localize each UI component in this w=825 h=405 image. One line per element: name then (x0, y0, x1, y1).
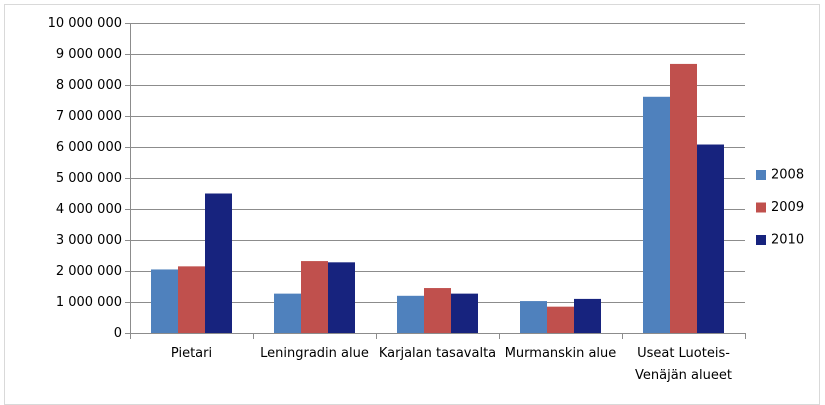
bar (274, 293, 301, 333)
x-tick-label: Murmanskin alue (504, 346, 617, 361)
y-tick-label: 5 000 000 (56, 171, 122, 186)
legend-swatch (756, 202, 766, 213)
legend-label: 2009 (771, 200, 804, 215)
y-tick-label: 7 000 000 (56, 109, 122, 124)
y-tick-label: 0 (114, 326, 122, 341)
bar (643, 96, 670, 333)
bar (328, 262, 355, 333)
bar (424, 288, 451, 333)
bar (697, 144, 724, 333)
bar (397, 295, 424, 333)
y-tick-label: 1 000 000 (56, 295, 122, 310)
legend-swatch (756, 170, 766, 180)
y-tick-label: 3 000 000 (56, 233, 122, 248)
y-tick-label: 6 000 000 (56, 140, 122, 155)
bar (178, 266, 205, 333)
x-tick-label: Karjalan tasavalta (378, 346, 497, 361)
y-tick-label: 9 000 000 (56, 47, 122, 62)
bar (574, 298, 601, 333)
x-tick-label: Leningradin alue (260, 346, 369, 361)
bar (151, 269, 178, 333)
bar (301, 261, 328, 333)
y-tick-label: 2 000 000 (56, 264, 122, 279)
y-tick-label: 10 000 000 (48, 16, 122, 31)
y-tick-label: 8 000 000 (56, 78, 122, 93)
y-tick-label: 4 000 000 (56, 202, 122, 217)
bar (670, 63, 697, 334)
bar (451, 293, 478, 333)
legend-swatch (756, 235, 766, 245)
legend-label: 2008 (771, 168, 804, 183)
bar (205, 193, 232, 333)
legend-label: 2010 (771, 233, 804, 248)
bar (520, 301, 547, 333)
bar (547, 306, 574, 333)
x-tick-label: Pietari (170, 346, 213, 361)
x-tick-label: Useat Luoteis-Venäjän alueet (635, 346, 732, 383)
